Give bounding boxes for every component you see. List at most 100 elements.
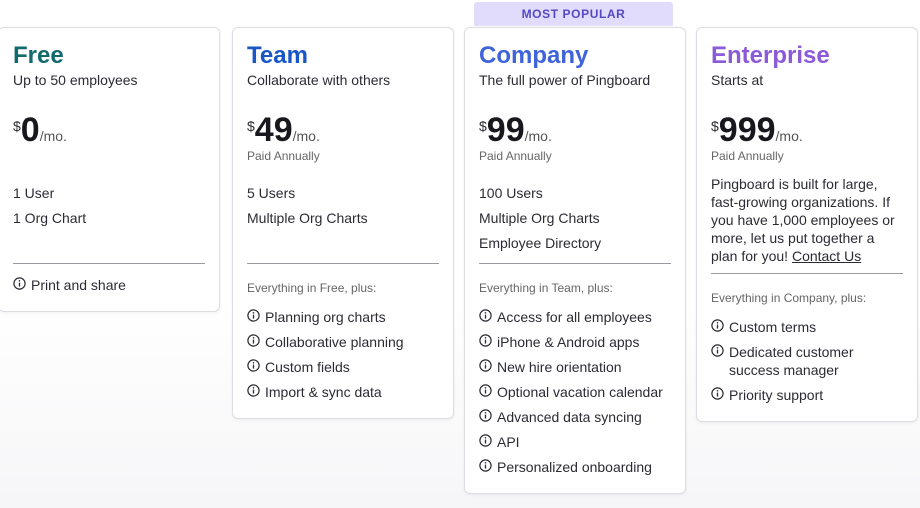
plan-name: Enterprise: [711, 42, 830, 69]
plan-description: Pingboard is built for large, fast-growi…: [711, 175, 903, 265]
feature-text: Planning org charts: [265, 308, 386, 325]
feature-item: Print and share: [13, 272, 205, 297]
feature-text: API: [497, 433, 520, 450]
feature-item: Planning org charts: [247, 304, 439, 329]
price-amount: 99: [486, 111, 525, 149]
feature-item: Custom fields: [247, 354, 439, 379]
feature-text: Custom terms: [729, 318, 817, 335]
info-icon: [13, 277, 26, 290]
limit-item: Multiple Org Charts: [479, 210, 600, 226]
divider: [711, 273, 903, 274]
feature-item: Collaborative planning: [247, 329, 439, 354]
currency: $: [479, 118, 487, 134]
feature-text: Personalized onboarding: [497, 458, 652, 475]
feature-list: Access for all employees iPhone & Android…: [479, 304, 671, 479]
info-icon: [479, 409, 492, 422]
feature-item: Custom terms: [711, 314, 903, 339]
limit-item: 5 Users: [247, 185, 296, 201]
feature-text: Collaborative planning: [265, 333, 404, 350]
plan-subtitle: Collaborate with others: [247, 72, 391, 88]
feature-list: Planning org charts Collaborative plannin…: [247, 304, 439, 404]
currency: $: [711, 118, 719, 134]
feature-text: Priority support: [729, 386, 824, 403]
plan-card: Enterprise Starts at $999/mo. Paid Annually…: [696, 27, 918, 422]
currency: $: [247, 118, 255, 134]
info-icon: [479, 359, 492, 372]
limit-item: Employee Directory: [479, 235, 602, 251]
info-icon: [247, 359, 260, 372]
feature-item: Advanced data syncing: [479, 404, 671, 429]
plan-subtitle: Up to 50 employees: [13, 72, 138, 88]
feature-text: iPhone & Android apps: [497, 333, 640, 350]
info-icon: [247, 309, 260, 322]
billing-note: Paid Annually: [247, 149, 320, 163]
feature-text: Dedicated customer success manager: [729, 343, 854, 378]
plan-card: Company The full power of Pingboard $99/mo…: [464, 27, 686, 494]
plan-name: Team: [247, 42, 308, 69]
feature-item: iPhone & Android apps: [479, 329, 671, 354]
info-icon: [479, 384, 492, 397]
info-icon: [479, 459, 492, 472]
feature-item: Import & sync data: [247, 379, 439, 404]
price-period: /mo.: [524, 128, 552, 144]
billing-note: [13, 148, 205, 164]
feature-list: Print and share: [13, 272, 205, 297]
info-icon: [479, 309, 492, 322]
features-heading: Everything in Free, plus:: [247, 281, 377, 295]
plan-subtitle: Starts at: [711, 72, 764, 88]
divider: [247, 263, 439, 264]
info-icon: [711, 319, 724, 332]
price-period: /mo.: [775, 128, 803, 144]
feature-item: API: [479, 429, 671, 454]
feature-list: Custom terms Dedicated customer success m…: [711, 314, 903, 407]
price-period: /mo.: [39, 128, 67, 144]
feature-item: Access for all employees: [479, 304, 671, 329]
feature-item: New hire orientation: [479, 354, 671, 379]
plan-name: Company: [479, 42, 589, 69]
contact-link[interactable]: Contact Us: [791, 248, 862, 264]
limit-item: 1 Org Chart: [13, 210, 87, 226]
plan-limits: 5 Users Multiple Org Charts: [247, 181, 439, 256]
price: $99/mo.: [479, 108, 671, 148]
price-amount: 49: [254, 111, 293, 149]
feature-text: Import & sync data: [265, 383, 382, 400]
price-amount: 0: [20, 111, 40, 149]
info-icon: [711, 387, 724, 400]
price: $49/mo.: [247, 108, 439, 148]
feature-text: Optional vacation calendar: [497, 383, 663, 400]
features-heading: Everything in Company, plus:: [711, 291, 867, 305]
info-icon: [479, 434, 492, 447]
limit-item: 100 Users: [479, 185, 543, 201]
plan-limits: 1 User 1 Org Chart: [13, 181, 205, 256]
feature-text: Print and share: [31, 276, 126, 293]
info-icon: [711, 344, 724, 357]
description-text: Pingboard is built for large, fast-growi…: [711, 176, 895, 264]
features-heading: Everything in Team, plus:: [479, 281, 613, 295]
feature-text: Custom fields: [265, 358, 350, 375]
popular-badge: MOST POPULAR: [474, 2, 673, 26]
billing-note: Paid Annually: [711, 149, 784, 163]
feature-item: Dedicated customer success manager: [711, 339, 903, 382]
feature-item: Priority support: [711, 382, 903, 407]
info-icon: [247, 384, 260, 397]
divider: [13, 263, 205, 264]
info-icon: [479, 334, 492, 347]
plan-subtitle: The full power of Pingboard: [479, 72, 651, 88]
billing-note: Paid Annually: [479, 149, 552, 163]
feature-text: Access for all employees: [497, 308, 652, 325]
plan-limits: 100 Users Multiple Org Charts Employee Dir…: [479, 181, 671, 256]
price-period: /mo.: [292, 128, 320, 144]
limit-item: Multiple Org Charts: [247, 210, 368, 226]
currency: $: [13, 118, 21, 134]
feature-item: Optional vacation calendar: [479, 379, 671, 404]
feature-item: Personalized onboarding: [479, 454, 671, 479]
plan-card: Team Collaborate with others $49/mo. Paid A…: [232, 27, 454, 419]
price: $999/mo.: [711, 108, 903, 148]
plan-name: Free: [13, 42, 64, 69]
feature-text: New hire orientation: [497, 358, 622, 375]
plan-card: Free Up to 50 employees $0/mo. 1 User 1 Org …: [0, 27, 220, 312]
divider: [479, 263, 671, 264]
info-icon: [247, 334, 260, 347]
